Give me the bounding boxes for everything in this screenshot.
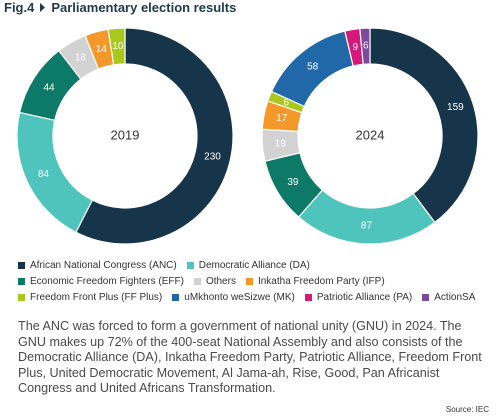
legend-label: Inkatha Freedom Party (IFP) (257, 276, 385, 287)
legend-label: Freedom Front Plus (FF Plus) (30, 292, 163, 303)
legend-item: Patriotic Alliance (PA) (304, 292, 413, 303)
value-label: 17 (276, 113, 288, 124)
legend-item: Others (193, 276, 236, 287)
legend-swatch (18, 278, 25, 285)
value-label: 6 (284, 98, 290, 109)
heading: Fig.4 Parliamentary election results (4, 0, 236, 15)
value-label: 14 (96, 44, 108, 55)
value-label: 44 (43, 82, 55, 93)
source: Source: IEC (445, 405, 489, 414)
value-label: 39 (287, 177, 299, 188)
legend-label: African National Congress (ANC) (30, 260, 177, 271)
legend-item: Democratic Alliance (DA) (186, 260, 310, 271)
value-label: 9 (352, 42, 358, 53)
arrow-icon (40, 3, 46, 12)
legend-swatch (245, 278, 253, 285)
donut-segment (369, 27, 479, 224)
description: The ANC was forced to form a government … (18, 319, 482, 395)
value-label: 10 (112, 41, 124, 52)
legend-label: Economic Freedom Fighters (EFF) (30, 276, 184, 287)
chart-title: 2019 (111, 127, 140, 142)
donut-segment (75, 27, 234, 245)
value-label: 19 (275, 138, 287, 149)
legend-swatch (18, 294, 25, 301)
value-label: 87 (361, 221, 373, 232)
legend-item: Freedom Front Plus (FF Plus) (18, 292, 162, 303)
legend-item: Economic Freedom Fighters (EFF) (18, 276, 184, 287)
legend-item: uMkhonto weSizwe (MK) (172, 292, 295, 303)
figure-title: Parliamentary election results (51, 0, 237, 15)
legend-label: ActionSA (434, 292, 476, 303)
legend-swatch (18, 262, 25, 269)
legend-item: African National Congress (ANC) (18, 260, 177, 271)
donut-segment (16, 111, 94, 234)
legend-swatch (186, 262, 194, 269)
value-label: 18 (75, 52, 87, 63)
legend: African National Congress (ANC) Democrati… (18, 260, 488, 308)
donut-segment (107, 27, 126, 66)
legend-item: Inkatha Freedom Party (IFP) (245, 276, 385, 287)
legend-label: Democratic Alliance (DA) (198, 260, 310, 271)
chart-title: 2024 (356, 127, 385, 142)
value-label: 58 (307, 61, 319, 72)
legend-swatch (193, 278, 201, 285)
legend-label: Patriotic Alliance (PA) (316, 292, 413, 303)
legend-swatch (422, 294, 430, 301)
value-label: 6 (363, 41, 369, 52)
value-label: 159 (447, 102, 464, 113)
value-label: 84 (38, 169, 50, 180)
legend-label: Others (205, 276, 236, 287)
legend-item: ActionSA (422, 292, 475, 303)
legend-swatch (304, 294, 312, 301)
donut-segment (297, 189, 436, 245)
figure-label: Fig.4 (4, 0, 35, 15)
legend-swatch (172, 294, 180, 301)
legend-label: uMkhonto weSizwe (MK) (184, 292, 295, 303)
donut-segment (359, 27, 371, 65)
value-label: 230 (204, 152, 221, 163)
